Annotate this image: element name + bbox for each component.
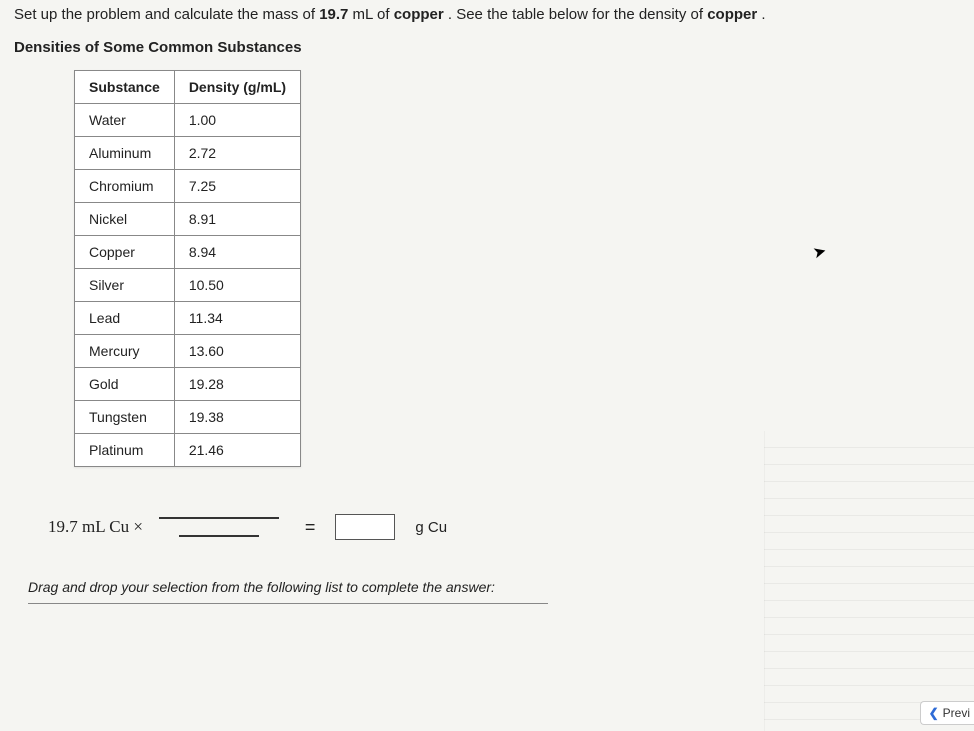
problem-value: 19.7	[319, 6, 348, 23]
answer-unit: g Cu	[415, 519, 447, 536]
problem-substance-2: copper	[707, 6, 757, 23]
cell-substance: Platinum	[75, 434, 175, 467]
density-table: Substance Density (g/mL) Water1.00 Alumi…	[74, 70, 301, 467]
answer-input[interactable]	[335, 514, 395, 540]
table-row: Lead11.34	[75, 302, 301, 335]
equation-given: 19.7 mL Cu ×	[48, 517, 143, 537]
table-row: Aluminum2.72	[75, 137, 301, 170]
drag-instruction: Drag and drop your selection from the fo…	[28, 579, 960, 595]
equation-row: 19.7 mL Cu × = g Cu	[48, 509, 960, 545]
previous-label: Previ	[943, 706, 970, 720]
cell-substance: Silver	[75, 269, 175, 302]
cell-substance: Nickel	[75, 203, 175, 236]
col-density-header: Density (g/mL)	[174, 71, 300, 104]
drag-options-bar[interactable]	[28, 603, 548, 610]
cell-density: 13.60	[174, 335, 300, 368]
table-row: Silver10.50	[75, 269, 301, 302]
problem-text-3: . See the table below for the density of	[444, 6, 708, 23]
cell-density: 10.50	[174, 269, 300, 302]
cell-substance: Chromium	[75, 170, 175, 203]
conversion-fraction	[159, 509, 279, 545]
cell-density: 21.46	[174, 434, 300, 467]
table-row: Chromium7.25	[75, 170, 301, 203]
table-row: Tungsten19.38	[75, 401, 301, 434]
cell-substance: Mercury	[75, 335, 175, 368]
problem-statement: Set up the problem and calculate the mas…	[14, 4, 960, 25]
cell-density: 7.25	[174, 170, 300, 203]
cell-density: 11.34	[174, 302, 300, 335]
worksheet-page: Set up the problem and calculate the mas…	[0, 0, 974, 620]
chevron-left-icon: ❮	[929, 706, 939, 720]
cell-substance: Water	[75, 104, 175, 137]
cell-substance: Copper	[75, 236, 175, 269]
numerator-drop-slot[interactable]	[159, 517, 279, 519]
table-row: Copper8.94	[75, 236, 301, 269]
denominator-drop-slot[interactable]	[179, 535, 259, 537]
table-caption: Densities of Some Common Substances	[14, 39, 960, 56]
equals-sign: =	[305, 517, 316, 538]
table-row: Nickel8.91	[75, 203, 301, 236]
cell-substance: Aluminum	[75, 137, 175, 170]
table-header-row: Substance Density (g/mL)	[75, 71, 301, 104]
cell-substance: Tungsten	[75, 401, 175, 434]
problem-text-4: .	[757, 6, 765, 23]
table-row: Mercury13.60	[75, 335, 301, 368]
col-substance-header: Substance	[75, 71, 175, 104]
cell-density: 19.38	[174, 401, 300, 434]
problem-text-2: mL of	[348, 6, 393, 23]
cell-density: 1.00	[174, 104, 300, 137]
previous-button[interactable]: ❮ Previ	[920, 701, 974, 725]
table-row: Gold19.28	[75, 368, 301, 401]
table-row: Water1.00	[75, 104, 301, 137]
cell-substance: Gold	[75, 368, 175, 401]
cell-density: 19.28	[174, 368, 300, 401]
cell-density: 8.94	[174, 236, 300, 269]
problem-substance-1: copper	[394, 6, 444, 23]
cell-density: 2.72	[174, 137, 300, 170]
problem-text-1: Set up the problem and calculate the mas…	[14, 6, 319, 23]
table-row: Platinum21.46	[75, 434, 301, 467]
cell-substance: Lead	[75, 302, 175, 335]
cell-density: 8.91	[174, 203, 300, 236]
